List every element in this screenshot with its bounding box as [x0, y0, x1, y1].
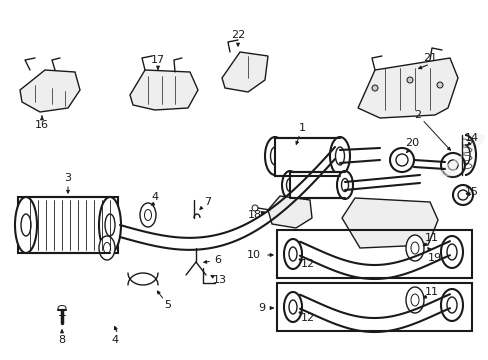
Circle shape: [436, 82, 442, 88]
Ellipse shape: [251, 205, 258, 211]
Text: 20: 20: [404, 138, 418, 148]
Bar: [276, 230, 471, 278]
Text: 14: 14: [464, 133, 478, 143]
Polygon shape: [130, 70, 198, 110]
Ellipse shape: [440, 289, 462, 321]
Ellipse shape: [282, 171, 297, 199]
Text: 9: 9: [258, 303, 265, 313]
Text: 13: 13: [213, 275, 226, 285]
Text: 5: 5: [164, 300, 171, 310]
Ellipse shape: [99, 236, 115, 260]
Text: 18: 18: [247, 210, 262, 220]
Bar: [274, 138, 339, 176]
Ellipse shape: [336, 171, 352, 199]
Bar: [276, 283, 471, 331]
Text: 3: 3: [64, 173, 71, 183]
Polygon shape: [267, 196, 311, 228]
Ellipse shape: [405, 235, 423, 261]
Text: 15: 15: [464, 187, 478, 197]
Text: 11: 11: [424, 233, 438, 243]
Ellipse shape: [284, 292, 302, 322]
Circle shape: [406, 77, 412, 83]
Ellipse shape: [15, 197, 37, 253]
Ellipse shape: [140, 203, 156, 227]
Text: 21: 21: [422, 53, 436, 63]
Text: 22: 22: [230, 30, 244, 40]
Text: 4: 4: [151, 192, 158, 202]
Text: 10: 10: [246, 250, 261, 260]
Text: 12: 12: [300, 313, 314, 323]
Text: 19: 19: [427, 253, 441, 263]
Ellipse shape: [99, 197, 121, 253]
Ellipse shape: [440, 236, 462, 268]
Polygon shape: [20, 70, 80, 112]
Bar: [289, 172, 345, 198]
Ellipse shape: [264, 137, 285, 175]
Circle shape: [371, 85, 377, 91]
Text: 6: 6: [214, 255, 221, 265]
Polygon shape: [222, 52, 267, 92]
Text: 8: 8: [59, 335, 65, 345]
Text: 4: 4: [111, 335, 118, 345]
Text: 11: 11: [424, 287, 438, 297]
Bar: [18, 197, 118, 253]
Ellipse shape: [329, 137, 349, 175]
Ellipse shape: [284, 239, 302, 269]
Polygon shape: [341, 198, 437, 248]
Text: 12: 12: [300, 259, 314, 269]
Text: 7: 7: [204, 197, 211, 207]
Text: 1: 1: [298, 123, 305, 133]
Ellipse shape: [405, 287, 423, 313]
Text: 16: 16: [35, 120, 49, 130]
Text: 2: 2: [414, 110, 421, 120]
Polygon shape: [357, 58, 457, 118]
Text: 17: 17: [151, 55, 165, 65]
